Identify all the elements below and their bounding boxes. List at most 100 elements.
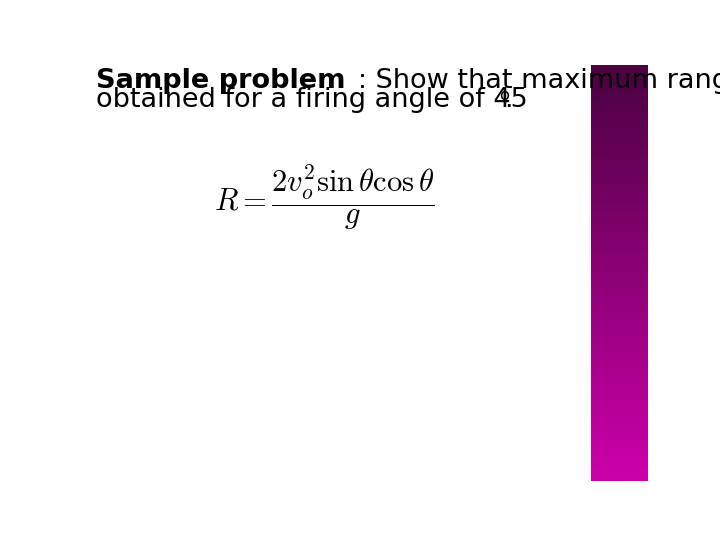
Bar xyxy=(590,171,648,173)
Bar xyxy=(590,229,648,231)
Bar xyxy=(590,102,648,104)
Bar xyxy=(590,331,648,333)
Bar xyxy=(590,447,648,449)
Bar xyxy=(590,204,648,206)
Bar xyxy=(590,268,648,271)
Bar xyxy=(590,294,648,295)
Bar xyxy=(590,468,648,470)
Bar xyxy=(590,192,648,194)
Bar xyxy=(590,298,648,300)
Bar xyxy=(590,435,648,437)
Bar xyxy=(590,106,648,109)
Bar xyxy=(590,300,648,302)
Bar xyxy=(590,262,648,265)
Bar xyxy=(590,227,648,229)
Bar xyxy=(590,198,648,200)
Bar xyxy=(590,67,648,69)
Bar xyxy=(590,460,648,462)
Bar xyxy=(590,431,648,433)
Bar xyxy=(590,239,648,241)
Bar xyxy=(590,200,648,202)
Bar xyxy=(590,476,648,478)
Text: o: o xyxy=(499,89,509,103)
Bar xyxy=(590,333,648,335)
Bar xyxy=(590,391,648,393)
Bar xyxy=(590,260,648,262)
Bar xyxy=(590,343,648,346)
Bar xyxy=(590,183,648,185)
Bar xyxy=(590,121,648,123)
Bar xyxy=(590,250,648,252)
Bar xyxy=(590,90,648,92)
Bar xyxy=(590,160,648,163)
Bar xyxy=(590,354,648,356)
Bar xyxy=(590,462,648,464)
Bar xyxy=(590,152,648,154)
Text: $R = \dfrac{2v_o^2 \sin\theta\cos\theta}{g}$: $R = \dfrac{2v_o^2 \sin\theta\cos\theta}… xyxy=(214,164,435,232)
Bar xyxy=(590,348,648,349)
Bar xyxy=(590,129,648,131)
Bar xyxy=(590,194,648,196)
Bar xyxy=(590,464,648,466)
Bar xyxy=(590,185,648,187)
Bar xyxy=(590,140,648,141)
Bar xyxy=(590,196,648,198)
Bar xyxy=(590,408,648,410)
Bar xyxy=(590,375,648,377)
Bar xyxy=(590,256,648,258)
Bar xyxy=(590,235,648,238)
Bar xyxy=(590,123,648,125)
Bar xyxy=(590,319,648,321)
Bar xyxy=(590,65,648,67)
Bar xyxy=(590,321,648,322)
Bar xyxy=(590,181,648,183)
Bar xyxy=(590,295,648,298)
Bar xyxy=(590,156,648,158)
Bar xyxy=(590,217,648,219)
Bar xyxy=(590,177,648,179)
Bar xyxy=(590,165,648,167)
Bar xyxy=(590,238,648,239)
Bar xyxy=(590,366,648,368)
Bar xyxy=(590,127,648,129)
Bar xyxy=(590,79,648,82)
Bar xyxy=(590,96,648,98)
Bar xyxy=(590,113,648,114)
Bar xyxy=(590,327,648,329)
Bar xyxy=(590,85,648,87)
Bar xyxy=(590,252,648,254)
Bar xyxy=(590,77,648,79)
Bar xyxy=(590,136,648,138)
Bar xyxy=(590,141,648,144)
Bar xyxy=(590,370,648,373)
Bar xyxy=(590,289,648,292)
Bar xyxy=(590,246,648,248)
Bar xyxy=(590,138,648,140)
Bar xyxy=(590,154,648,156)
Bar xyxy=(590,100,648,102)
Bar xyxy=(590,412,648,414)
Bar xyxy=(590,287,648,289)
Bar xyxy=(590,368,648,370)
Bar xyxy=(590,111,648,113)
Bar xyxy=(590,418,648,420)
Bar xyxy=(590,190,648,192)
Bar xyxy=(590,381,648,383)
Bar xyxy=(590,87,648,90)
Bar xyxy=(590,437,648,439)
Bar xyxy=(590,474,648,476)
Bar xyxy=(590,352,648,354)
Bar xyxy=(590,175,648,177)
Bar xyxy=(590,356,648,358)
Bar xyxy=(590,158,648,160)
Bar xyxy=(590,346,648,348)
Bar xyxy=(590,441,648,443)
Bar xyxy=(590,316,648,319)
Bar xyxy=(590,254,648,256)
Bar xyxy=(590,281,648,283)
Bar xyxy=(590,163,648,165)
Bar xyxy=(590,131,648,133)
Bar xyxy=(590,73,648,75)
Bar xyxy=(590,414,648,416)
Bar xyxy=(590,84,648,85)
